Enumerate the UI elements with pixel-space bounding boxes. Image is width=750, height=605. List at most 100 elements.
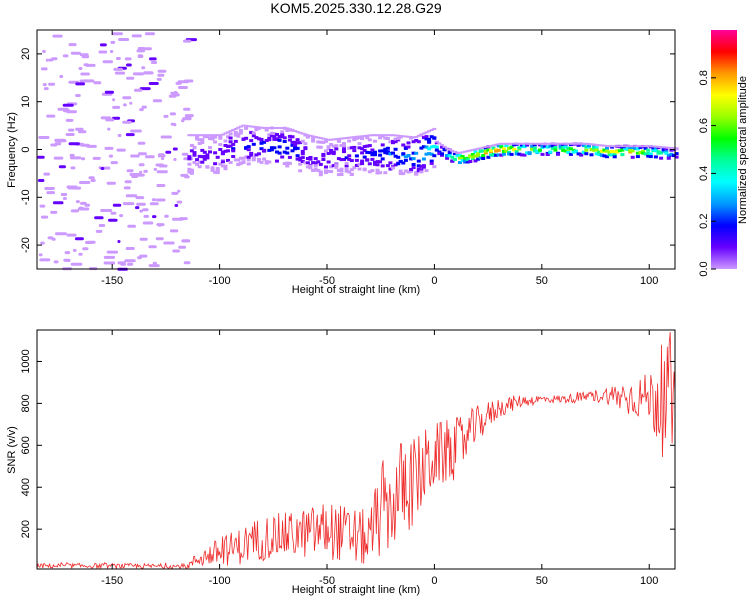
spectrogram-cell (648, 152, 653, 156)
spectrogram-cell (157, 69, 167, 73)
spectrogram-cell (339, 173, 344, 176)
spectrogram-cell (648, 155, 653, 159)
spectrogram-cell (468, 149, 473, 152)
spectrogram-cell (558, 146, 563, 150)
spectrogram-cell (272, 134, 277, 138)
spectrogram-cell (181, 239, 191, 243)
spectrogram-cell (246, 125, 251, 128)
spectrogram-cell (393, 140, 398, 144)
spectrogram-cell (509, 142, 514, 145)
spectrogram-cell (184, 116, 192, 120)
spectrogram-cell (244, 146, 249, 150)
spectrogram-cell (112, 105, 121, 109)
spectrogram-cell (403, 169, 408, 173)
spectrogram-cell (360, 147, 365, 151)
spectrogram-cell (421, 157, 426, 161)
spectrogram-cell (187, 157, 192, 161)
spectrogram-cell (540, 152, 545, 156)
spectrogram-cell (406, 135, 411, 138)
spectrogram-cell (226, 135, 230, 139)
spectrogram-cell (324, 165, 328, 169)
spectrogram-cell (496, 143, 501, 146)
spectrogram-cell (494, 153, 499, 157)
spectrogram-cell (95, 229, 103, 233)
spectrogram-cell (535, 142, 540, 145)
spectrogram-cell (419, 146, 424, 150)
spectrogram-cell (421, 145, 426, 149)
spectrogram-cell (344, 137, 349, 139)
spectrogram-cell (139, 170, 143, 174)
spectrogram-cell (254, 153, 259, 157)
spectrogram-cell (318, 173, 323, 177)
spectrogram-cell (349, 168, 354, 172)
spectrogram-cell (470, 153, 475, 156)
spectrogram-y-ticks: -20 -10 0 10 20 (20, 48, 675, 253)
spectrogram-cell (85, 63, 96, 67)
spectrogram-cell (383, 136, 388, 140)
spectrogram-cell (264, 127, 269, 129)
spectrogram-cell (367, 138, 372, 142)
spectrogram-cell (411, 140, 416, 144)
spectrogram-cell (623, 147, 627, 151)
spectrogram-cell (342, 158, 346, 161)
spectrogram-cell (566, 150, 571, 154)
spectrogram-cell (137, 141, 146, 145)
spectrogram-cell (494, 143, 499, 146)
spectrogram-cell (267, 127, 272, 129)
spectrogram-cell (126, 63, 132, 67)
spectrogram-cell (259, 160, 264, 164)
spectrogram-cell (46, 114, 56, 118)
spectrogram-cell (311, 161, 316, 165)
spectrogram-cell (318, 137, 323, 140)
spectrogram-cell (280, 127, 285, 129)
spectrogram-cell (568, 152, 573, 156)
spectrogram-cell (42, 50, 46, 53)
spectrogram-cell (442, 148, 447, 152)
spectrogram-cell (122, 120, 132, 124)
spectrogram-cell (213, 140, 218, 144)
spectrogram-cell (656, 145, 661, 148)
spectrogram-cell (496, 148, 501, 152)
spectrogram-cell (512, 148, 517, 151)
snr-x-label: Height of straight line (km) (292, 584, 420, 596)
spectrogram-cell (421, 132, 426, 135)
spectrogram-cell (84, 203, 91, 207)
spectrogram-cell (170, 122, 176, 126)
spectrogram-cell (396, 137, 401, 141)
spectrogram-cell (347, 146, 352, 150)
spectrogram-cell (481, 157, 486, 160)
spectrogram-cell (401, 135, 406, 138)
spectrogram-cell (470, 149, 475, 151)
spectrogram-cell (473, 150, 478, 154)
spectrogram-cell (238, 156, 243, 160)
spectrogram-cell (638, 145, 643, 148)
spectrogram-cell (378, 160, 383, 164)
spectrogram-cell (592, 143, 597, 146)
spectrogram-cell (54, 138, 66, 142)
spectrogram-cell (568, 147, 573, 151)
spectrogram-cell (380, 164, 385, 168)
spectrogram-cell (156, 170, 168, 174)
spectrogram-cell (231, 142, 236, 146)
spectrogram-cell (39, 258, 51, 262)
spectrogram-cell (246, 148, 251, 152)
spectrogram-cell (228, 136, 233, 140)
spectrogram-cell (470, 155, 475, 159)
spectrogram-cell (125, 133, 135, 137)
spectrogram-cell (249, 151, 254, 155)
spectrogram-cell (59, 75, 64, 78)
spectrogram-cell (62, 103, 74, 107)
spectrogram-cell (550, 146, 555, 150)
spectrogram-cell (172, 147, 178, 151)
spectrogram-cell (326, 152, 331, 155)
spectrogram-cell (316, 169, 321, 173)
spectrogram-cell (357, 136, 362, 140)
spectrogram-cell (125, 247, 135, 250)
spectrogram-cell (226, 131, 230, 134)
spectrogram-cell (419, 170, 424, 174)
spectrogram-cell (339, 137, 344, 140)
spectrogram-cell (344, 164, 349, 168)
spectrogram-cell (336, 138, 341, 142)
x-tick-label: -100 (209, 275, 231, 287)
y-tick-label: 800 (20, 394, 32, 412)
